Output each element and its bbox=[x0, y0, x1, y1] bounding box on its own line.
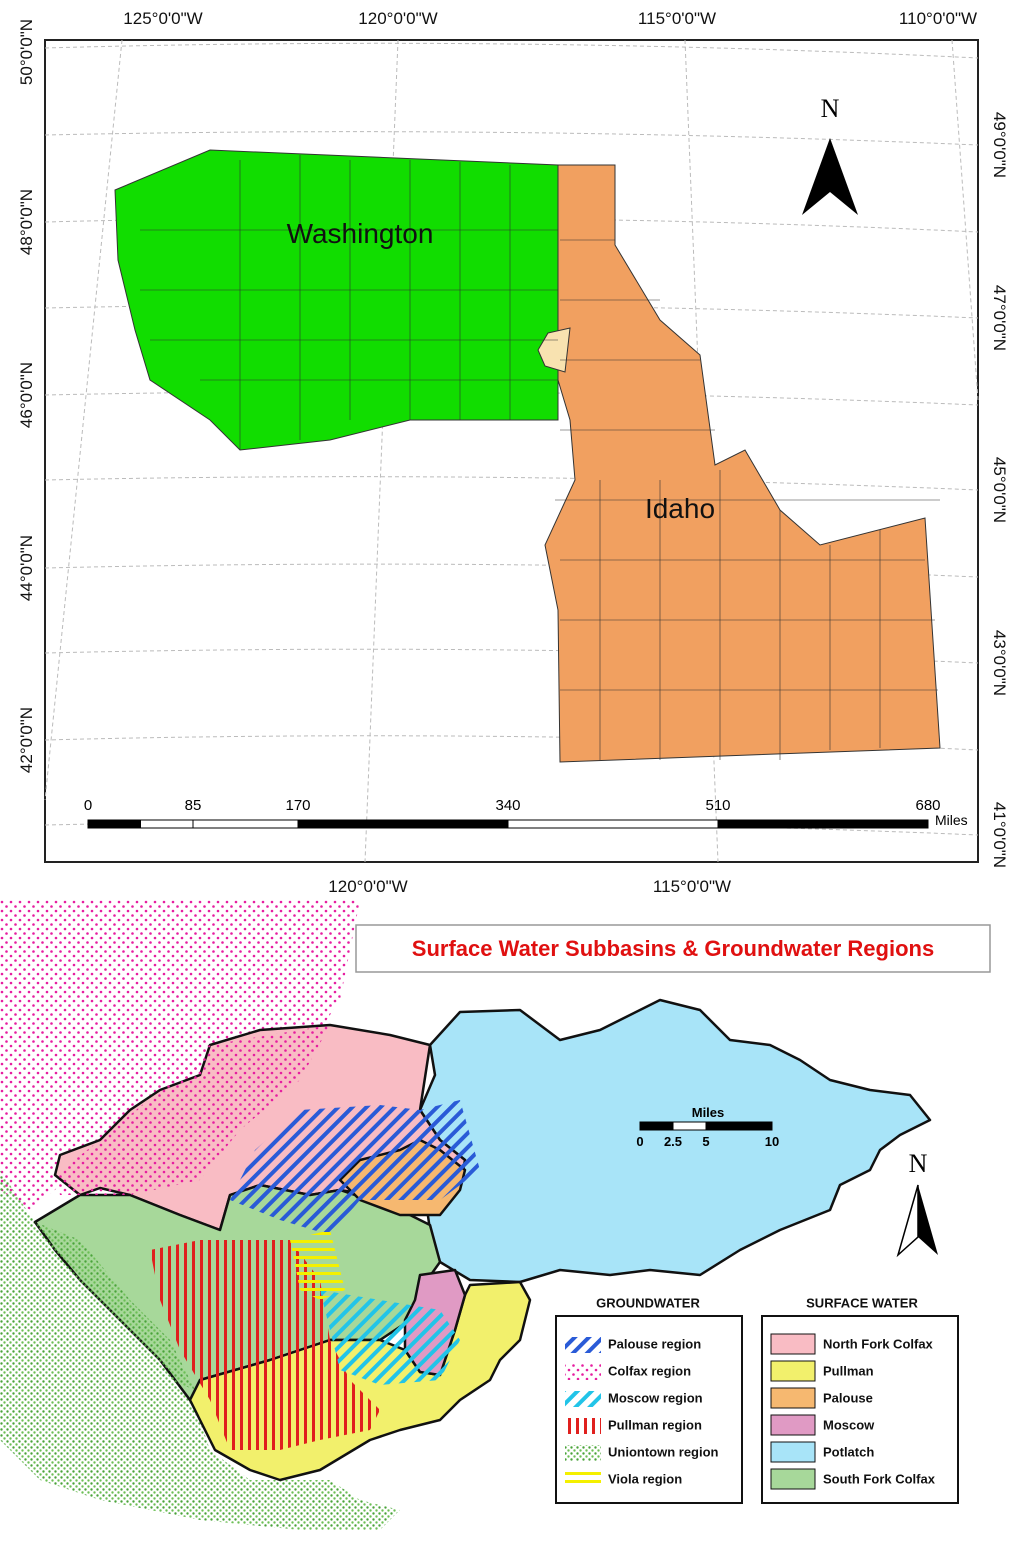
north-label: N bbox=[821, 94, 840, 123]
legend-swatch bbox=[565, 1445, 601, 1461]
uniontown-region bbox=[0, 1170, 400, 1530]
legend-swatch bbox=[565, 1472, 601, 1488]
lat-label: 47°0'0"N bbox=[990, 285, 1009, 351]
lat-label: 50°0'0"N bbox=[17, 19, 36, 85]
scale-segment bbox=[297, 819, 509, 829]
lat-label: 43°0'0"N bbox=[990, 630, 1009, 696]
scale-label: 510 bbox=[705, 797, 730, 814]
lon-label: 120°0'0"W bbox=[328, 877, 407, 896]
scale-segment bbox=[639, 1121, 674, 1131]
lat-label: 46°0'0"N bbox=[17, 362, 36, 428]
legend-label: Pullman region bbox=[608, 1417, 702, 1432]
scale-unit: Miles bbox=[935, 812, 968, 828]
state-label: Washington bbox=[287, 218, 434, 249]
scale-segment bbox=[88, 820, 141, 828]
groundwater-legend: Palouse region Colfax region Moscow regi… bbox=[565, 1336, 719, 1488]
north-arrow bbox=[830, 138, 858, 215]
scale-label: 2.5 bbox=[664, 1134, 682, 1149]
legend-label: Moscow region bbox=[608, 1390, 703, 1405]
viola-region bbox=[290, 1230, 345, 1300]
legend-swatch bbox=[770, 1360, 816, 1382]
moscow-region bbox=[320, 1290, 460, 1385]
colfax-region bbox=[0, 900, 360, 1210]
legend-label: North Fork Colfax bbox=[823, 1336, 934, 1351]
scale-label: 340 bbox=[495, 797, 520, 814]
scale-bar: 0 85 170 340 510 680 bbox=[84, 797, 941, 829]
lat-label: 45°0'0"N bbox=[990, 457, 1009, 523]
scale-unit: Miles bbox=[692, 1105, 725, 1120]
state-label: Idaho bbox=[645, 493, 715, 524]
scale-label: 85 bbox=[185, 797, 202, 814]
watershed-map: Surface Water Subbasins & Groundwater Re… bbox=[0, 900, 991, 1530]
lon-label: 115°0'0"W bbox=[653, 877, 731, 896]
scale-segment bbox=[672, 1121, 707, 1131]
scale-segment bbox=[192, 819, 299, 829]
legend-label: Palouse region bbox=[608, 1336, 701, 1351]
lat-label: 48°0'0"N bbox=[17, 189, 36, 255]
scale-segment bbox=[140, 819, 194, 829]
lon-label: 115°0'0"W bbox=[638, 9, 716, 28]
legend-title: GROUNDWATER bbox=[596, 1295, 700, 1310]
scale-label: 0 bbox=[636, 1134, 643, 1149]
north-label: N bbox=[909, 1149, 928, 1178]
legend-label: South Fork Colfax bbox=[823, 1471, 936, 1486]
county-lines bbox=[140, 155, 940, 760]
idaho bbox=[544, 164, 941, 763]
lon-label: 125°0'0"W bbox=[123, 9, 202, 28]
legend-swatch bbox=[770, 1333, 816, 1355]
lat-label: 49°0'0"N bbox=[990, 112, 1009, 178]
pullman-region bbox=[150, 1240, 380, 1450]
legend-label: Moscow bbox=[823, 1417, 875, 1432]
lon-labels: 125°0'0"W 120°0'0"W 115°0'0"W 110°0'0"W … bbox=[123, 9, 977, 896]
legend-label: Palouse bbox=[823, 1390, 873, 1405]
legend-swatch bbox=[770, 1387, 816, 1409]
north-arrow bbox=[802, 138, 830, 215]
scale-segment bbox=[705, 1121, 773, 1131]
north-arrow bbox=[918, 1185, 938, 1255]
legend-swatch bbox=[565, 1391, 601, 1407]
title-box bbox=[355, 924, 991, 973]
legend-swatch bbox=[565, 1364, 601, 1380]
legend-label: Colfax region bbox=[608, 1363, 691, 1378]
scale-segment bbox=[717, 819, 929, 829]
legend-label: Uniontown region bbox=[608, 1444, 719, 1459]
study-area bbox=[537, 327, 571, 373]
colfax-region bbox=[55, 1025, 330, 1195]
palouse-region bbox=[230, 1100, 480, 1235]
washington bbox=[114, 149, 559, 451]
legend-label: Potlatch bbox=[823, 1444, 874, 1459]
scale-bar: 0 2.5 5 10 bbox=[636, 1121, 779, 1149]
legend-label: Pullman bbox=[823, 1363, 874, 1378]
legend-swatch bbox=[770, 1468, 816, 1490]
scale-segment bbox=[507, 819, 719, 829]
legend-label: Viola region bbox=[608, 1471, 682, 1486]
legend-swatch bbox=[770, 1441, 816, 1463]
lat-labels: 50°0'0"N 48°0'0"N 46°0'0"N 44°0'0"N 42°0… bbox=[17, 19, 1009, 868]
map-title: Surface Water Subbasins & Groundwater Re… bbox=[412, 936, 934, 961]
lon-label: 120°0'0"W bbox=[358, 9, 437, 28]
legend-swatch bbox=[565, 1337, 601, 1353]
lat-label: 44°0'0"N bbox=[17, 535, 36, 601]
uniontown-region bbox=[35, 1222, 195, 1390]
location-map: Washington Idaho N 125°0'0"W 120°0'0"W 1… bbox=[17, 9, 1009, 896]
legend-swatch bbox=[565, 1418, 601, 1434]
scale-label: 0 bbox=[84, 797, 92, 814]
lat-label: 42°0'0"N bbox=[17, 707, 36, 773]
scale-label: 680 bbox=[915, 797, 940, 814]
north-arrow bbox=[896, 1184, 919, 1258]
legend-swatch bbox=[770, 1414, 816, 1436]
scale-label: 5 bbox=[702, 1134, 709, 1149]
scale-label: 10 bbox=[765, 1134, 779, 1149]
legend-title: SURFACE WATER bbox=[806, 1295, 918, 1310]
scale-label: 170 bbox=[285, 797, 310, 814]
lat-label: 41°0'0"N bbox=[990, 802, 1009, 868]
surface-water-legend: North Fork Colfax Pullman Palouse Moscow… bbox=[770, 1333, 936, 1490]
lon-label: 110°0'0"W bbox=[899, 9, 977, 28]
